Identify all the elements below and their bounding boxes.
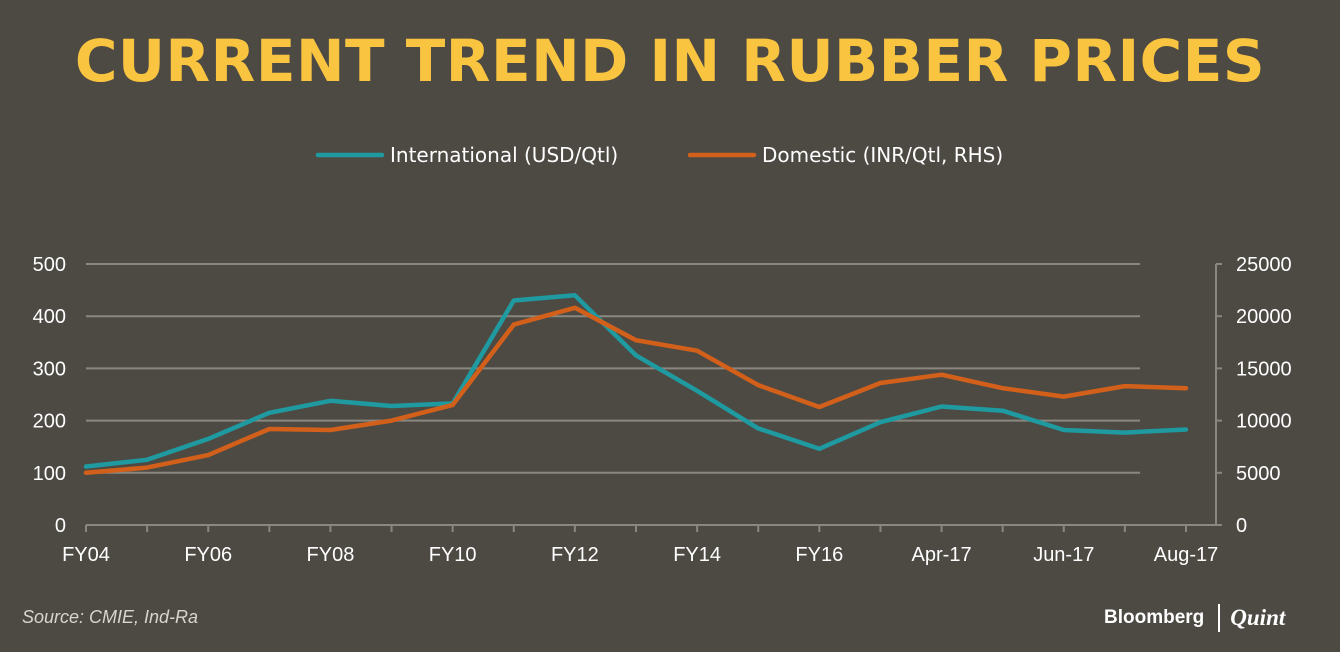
brand-logo: Bloomberg Quint bbox=[1104, 604, 1285, 632]
series-line-domestic bbox=[83, 305, 1189, 476]
x-tick-label: FY16 bbox=[795, 544, 843, 566]
x-tick-label: Jun-17 bbox=[1033, 544, 1094, 566]
brand-bloomberg: Bloomberg bbox=[1104, 607, 1205, 628]
data-point-domestic bbox=[511, 322, 516, 327]
x-tick-label: FY04 bbox=[62, 544, 110, 566]
data-point-domestic bbox=[206, 453, 211, 458]
y-left-tick-label: 500 bbox=[33, 254, 66, 276]
data-point-international bbox=[511, 298, 516, 303]
data-point-international bbox=[634, 353, 638, 358]
data-point-international bbox=[695, 388, 700, 393]
data-point-international bbox=[1184, 427, 1188, 432]
data-point-international bbox=[756, 426, 761, 431]
data-point-international bbox=[328, 398, 333, 403]
y-left-tick-label: 300 bbox=[33, 358, 66, 380]
data-point-domestic bbox=[328, 427, 333, 432]
data-point-domestic bbox=[1000, 386, 1005, 391]
series-line-international bbox=[83, 293, 1189, 469]
x-tick-label: FY06 bbox=[184, 544, 232, 566]
data-point-domestic bbox=[1061, 394, 1066, 399]
data-point-international bbox=[1000, 408, 1005, 413]
y-left-tick-label: 200 bbox=[33, 411, 66, 433]
y-right-tick-label: 15000 bbox=[1236, 358, 1292, 380]
data-point-domestic bbox=[817, 405, 822, 410]
data-point-international bbox=[84, 464, 88, 469]
legend-label-international: International (USD/Qtl) bbox=[390, 143, 618, 167]
data-point-domestic bbox=[939, 372, 944, 377]
data-point-international bbox=[267, 410, 272, 415]
data-point-domestic bbox=[695, 348, 700, 353]
data-point-international bbox=[1061, 427, 1066, 432]
data-point-domestic bbox=[84, 470, 88, 475]
source-note: Source: CMIE, Ind-Ra bbox=[22, 607, 199, 627]
y-right-tick-label: 20000 bbox=[1236, 306, 1292, 328]
y-left-tick-label: 100 bbox=[33, 463, 66, 485]
data-point-international bbox=[206, 436, 211, 441]
data-point-international bbox=[145, 457, 150, 462]
data-point-domestic bbox=[145, 465, 150, 470]
x-tick-label: FY12 bbox=[551, 544, 599, 566]
legend-label-domestic: Domestic (INR/Qtl, RHS) bbox=[762, 143, 1003, 167]
x-tick-label: FY10 bbox=[429, 544, 477, 566]
data-point-domestic bbox=[389, 418, 394, 423]
x-tick-label: Aug-17 bbox=[1154, 544, 1219, 566]
y-right-tick-label: 0 bbox=[1236, 515, 1247, 537]
y-left-tick-label: 0 bbox=[55, 515, 66, 537]
data-point-international bbox=[878, 420, 883, 425]
data-point-domestic bbox=[1122, 384, 1127, 389]
x-tick-label: Apr-17 bbox=[912, 544, 972, 566]
y-right-tick-label: 5000 bbox=[1236, 463, 1281, 485]
data-point-international bbox=[1122, 430, 1127, 435]
data-point-domestic bbox=[1184, 386, 1188, 391]
data-point-domestic bbox=[450, 402, 455, 407]
data-point-domestic bbox=[878, 381, 883, 386]
data-point-domestic bbox=[572, 305, 577, 310]
brand-divider bbox=[1218, 604, 1221, 632]
data-point-domestic bbox=[756, 383, 761, 388]
data-point-international bbox=[939, 404, 944, 409]
data-point-domestic bbox=[267, 426, 272, 431]
x-tick-label: FY14 bbox=[673, 544, 721, 566]
data-point-international bbox=[817, 446, 822, 451]
y-right-tick-label: 25000 bbox=[1236, 254, 1292, 276]
data-point-domestic bbox=[634, 338, 638, 343]
data-point-international bbox=[572, 293, 577, 298]
brand-quint: Quint bbox=[1230, 605, 1286, 630]
y-right-tick-label: 10000 bbox=[1236, 411, 1292, 433]
x-tick-label: FY08 bbox=[307, 544, 355, 566]
data-point-international bbox=[389, 403, 394, 408]
y-left-tick-label: 400 bbox=[33, 306, 66, 328]
chart-title: CURRENT TREND IN RUBBER PRICES bbox=[74, 27, 1266, 95]
